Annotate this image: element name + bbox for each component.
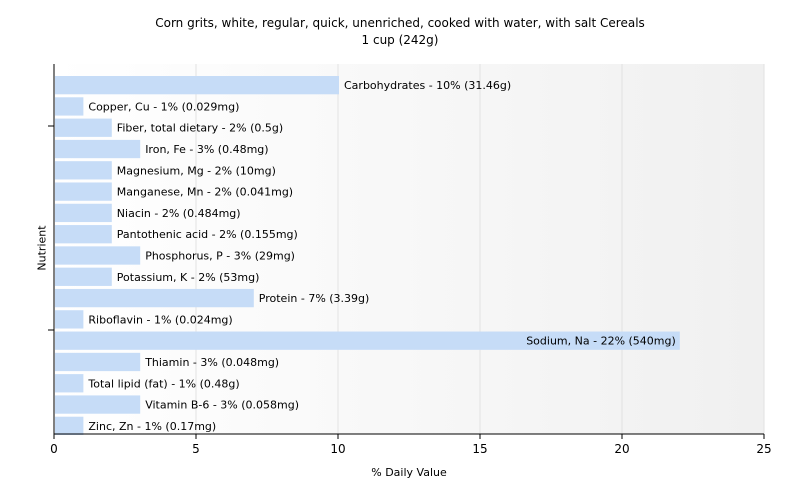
- bar-label: Thiamin - 3% (0.048mg): [144, 356, 279, 369]
- bar: [55, 331, 680, 350]
- bar-label: Zinc, Zn - 1% (0.17mg): [88, 420, 216, 433]
- bar-label: Carbohydrates - 10% (31.46g): [344, 79, 511, 92]
- bar-label: Vitamin B-6 - 3% (0.058mg): [145, 399, 299, 412]
- bar: [55, 352, 141, 372]
- bar-label: Pantothenic acid - 2% (0.155mg): [117, 228, 298, 241]
- x-tick-label: 0: [50, 442, 58, 456]
- bar: [55, 139, 141, 159]
- bar: [55, 225, 112, 244]
- x-tick-label: 20: [614, 442, 629, 456]
- bar-label: Phosphorus, P - 3% (29mg): [145, 250, 295, 263]
- bar: [55, 374, 84, 393]
- bar: [55, 182, 112, 201]
- bar: [55, 76, 339, 95]
- chart-title: Corn grits, white, regular, quick, unenr…: [155, 16, 645, 30]
- bar-label: Protein - 7% (3.39g): [259, 292, 370, 305]
- bar-label: Fiber, total dietary - 2% (0.5g): [117, 122, 283, 135]
- bar-label: Total lipid (fat) - 1% (0.48g): [87, 377, 239, 390]
- plot-area: [54, 64, 764, 434]
- x-tick-label: 10: [330, 442, 345, 456]
- bar: [55, 246, 141, 265]
- bar: [55, 288, 254, 308]
- bar: [55, 161, 112, 180]
- x-tick-label: 5: [192, 442, 200, 456]
- x-axis-label: % Daily Value: [371, 466, 447, 479]
- bar-label: Niacin - 2% (0.484mg): [117, 207, 241, 220]
- bar: [55, 395, 141, 414]
- bar: [55, 97, 84, 116]
- chart-subtitle: 1 cup (242g): [361, 33, 439, 47]
- x-tick-label: 15: [472, 442, 487, 456]
- bar-label: Manganese, Mn - 2% (0.041mg): [117, 186, 293, 199]
- bar-label: Iron, Fe - 3% (0.48mg): [145, 143, 268, 156]
- x-tick-label: 25: [756, 442, 771, 456]
- bar: [55, 118, 112, 137]
- bar: [55, 267, 112, 286]
- bar: [55, 203, 112, 223]
- bar-label: Potassium, K - 2% (53mg): [117, 271, 260, 284]
- y-axis-label: Nutrient: [35, 225, 49, 271]
- bar-label: Copper, Cu - 1% (0.029mg): [88, 100, 239, 113]
- bar-label: Sodium, Na - 22% (540mg): [526, 335, 676, 348]
- bar: [55, 310, 84, 329]
- bar-label: Riboflavin - 1% (0.024mg): [88, 313, 232, 326]
- bar: [55, 416, 84, 435]
- bar-label: Magnesium, Mg - 2% (10mg): [117, 164, 276, 177]
